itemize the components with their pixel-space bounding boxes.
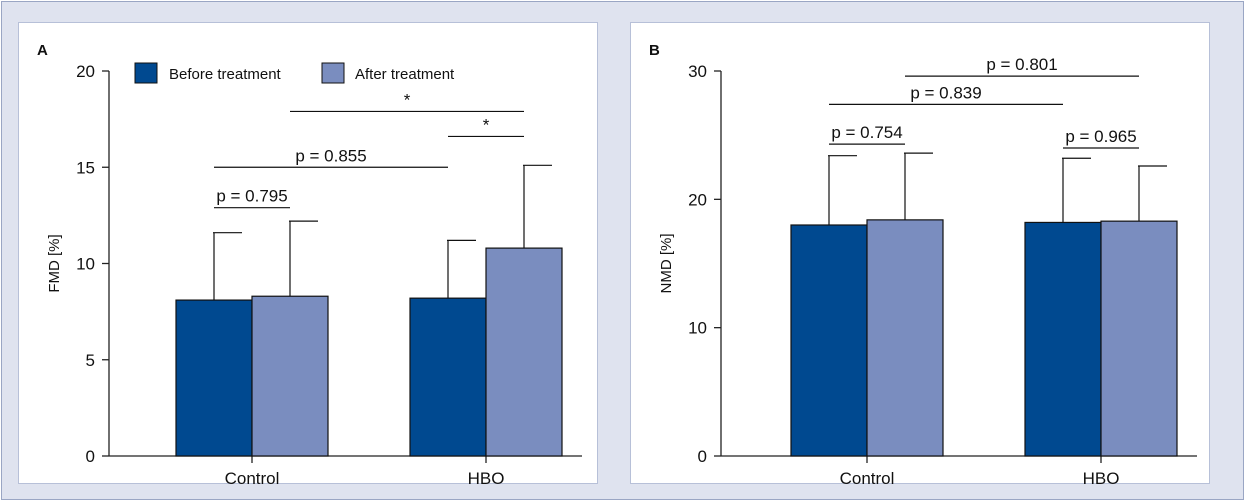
bar [175, 299, 253, 457]
y-tick-label: 10 [688, 319, 707, 338]
panel-label: A [37, 42, 48, 59]
y-tick-label: 0 [698, 447, 707, 466]
significance-label: p = 0.839 [910, 83, 981, 102]
y-tick-label: 15 [76, 158, 95, 177]
bar [1100, 220, 1178, 457]
x-tick-label: HBO [468, 469, 505, 485]
bar [485, 247, 563, 457]
legend-label-after: After treatment [355, 66, 455, 83]
panel-b: B 0 10 20 30 NMD [%] Control HBO p = 0.754 p = 0.… [630, 22, 1210, 485]
y-tick-label: 20 [76, 62, 95, 81]
significance-label: * [404, 90, 411, 109]
y-tick-label: 20 [688, 190, 707, 209]
y-axis-label: NMD [%] [658, 234, 675, 294]
significance-label: p = 0.795 [216, 187, 287, 206]
panel-label: B [649, 42, 660, 59]
y-tick-label: 5 [86, 351, 95, 370]
y-tick-label: 10 [76, 255, 95, 274]
y-tick-label: 30 [688, 62, 707, 81]
bar [409, 297, 487, 457]
chart-a: A 0 5 10 15 20 FMD [%] Control HBO p = 0.795 p = 0… [37, 42, 582, 485]
significance-label: p = 0.754 [831, 123, 902, 142]
legend-swatch-after [321, 62, 345, 84]
panel-a: A 0 5 10 15 20 FMD [%] Control HBO p = 0.795 p = 0… [18, 22, 598, 485]
legend-swatch-before [134, 62, 158, 84]
x-tick-label: Control [225, 469, 280, 485]
bar [866, 219, 944, 457]
significance-label: p = 0.855 [295, 146, 366, 165]
y-tick-label: 0 [86, 447, 95, 466]
legend-label-before: Before treatment [169, 66, 282, 83]
chart-b: B 0 10 20 30 NMD [%] Control HBO p = 0.754 p = 0.… [649, 42, 1197, 485]
significance-label: p = 0.801 [986, 55, 1057, 74]
bar [1024, 221, 1102, 457]
significance-label: * [483, 115, 490, 134]
y-axis-label: FMD [%] [46, 234, 63, 292]
x-tick-label: Control [840, 469, 895, 485]
bar [790, 224, 868, 457]
significance-label: p = 0.965 [1065, 127, 1136, 146]
x-tick-label: HBO [1083, 469, 1120, 485]
bar [251, 295, 329, 457]
